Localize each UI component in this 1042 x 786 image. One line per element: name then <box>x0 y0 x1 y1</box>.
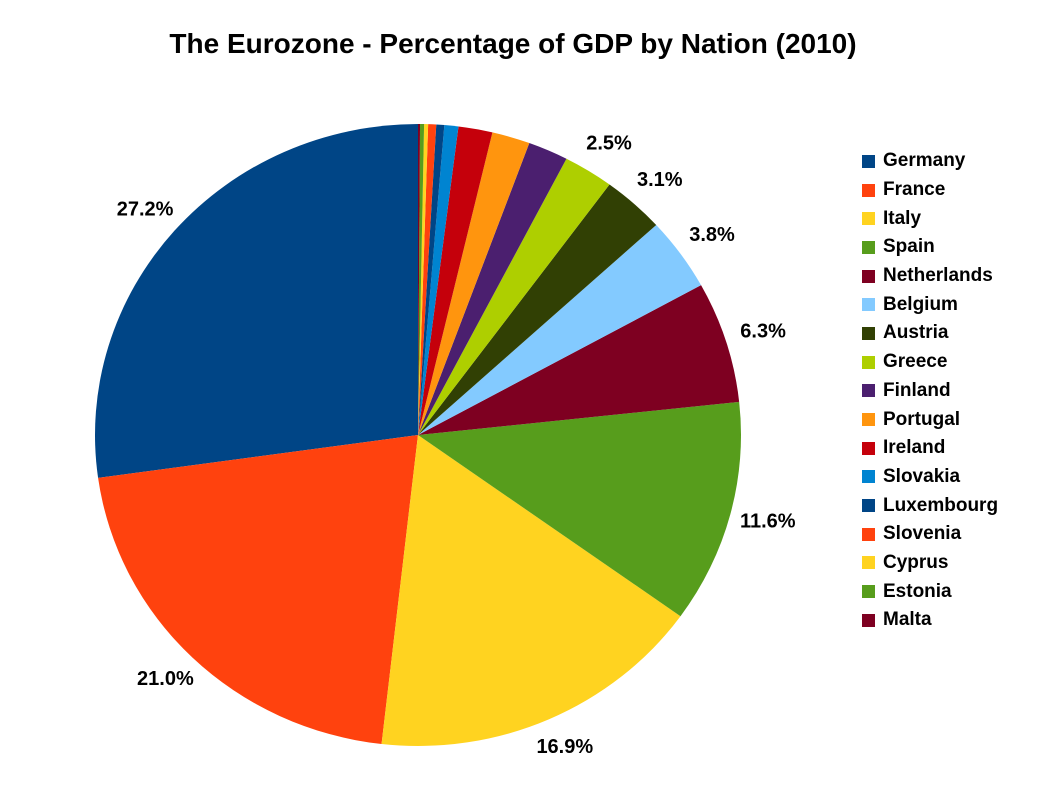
legend-swatch-slovenia <box>862 527 875 541</box>
legend-label-austria: Austria <box>883 322 949 344</box>
legend-label-spain: Spain <box>883 236 935 258</box>
legend-item-belgium: Belgium <box>862 290 998 319</box>
slice-label-belgium: 3.8% <box>689 224 735 246</box>
legend-swatch-cyprus <box>862 556 875 570</box>
legend-swatch-spain <box>862 240 875 254</box>
legend-item-portugal: Portugal <box>862 405 998 434</box>
slice-label-greece: 2.5% <box>586 133 632 155</box>
legend-item-slovakia: Slovakia <box>862 463 998 492</box>
legend-label-luxembourg: Luxembourg <box>883 494 999 516</box>
legend-swatch-netherlands <box>862 269 875 283</box>
legend-label-greece: Greece <box>883 351 948 373</box>
legend-swatch-belgium <box>862 298 875 312</box>
legend-swatch-luxembourg <box>862 499 875 513</box>
legend-item-estonia: Estonia <box>862 577 998 606</box>
legend-label-ireland: Ireland <box>883 437 946 459</box>
legend-label-belgium: Belgium <box>883 293 958 315</box>
legend-item-luxembourg: Luxembourg <box>862 491 998 520</box>
legend-item-cyprus: Cyprus <box>862 549 998 578</box>
pie-slice-portugal <box>418 132 530 435</box>
legend-swatch-estonia <box>862 585 875 599</box>
pie-slice-france <box>98 435 418 745</box>
pie-slice-italy <box>381 435 681 746</box>
legend-item-germany: Germany <box>862 147 998 176</box>
pie-slice-ireland <box>418 126 493 435</box>
legend-swatch-france <box>862 183 875 197</box>
legend-swatch-austria <box>862 326 875 340</box>
legend-item-greece: Greece <box>862 348 998 377</box>
legend-item-ireland: Ireland <box>862 434 998 463</box>
legend: Germany France Italy Spain Netherlands Belgiu… <box>862 147 998 635</box>
legend-item-malta: Malta <box>862 606 998 635</box>
pie-slice-austria <box>418 184 657 435</box>
legend-label-cyprus: Cyprus <box>883 551 949 573</box>
slice-label-italy: 16.9% <box>536 736 593 758</box>
legend-item-italy: Italy <box>862 204 998 233</box>
legend-swatch-malta <box>862 613 875 627</box>
legend-item-austria: Austria <box>862 319 998 348</box>
pie-slice-netherlands <box>418 285 740 435</box>
legend-item-finland: Finland <box>862 377 998 406</box>
slice-label-netherlands: 6.3% <box>740 321 786 343</box>
pie-slice-germany <box>94 124 418 478</box>
legend-item-netherlands: Netherlands <box>862 262 998 291</box>
pie-slice-luxembourg <box>418 124 445 435</box>
legend-label-italy: Italy <box>883 207 922 229</box>
pie-slice-spain <box>418 401 742 617</box>
legend-label-portugal: Portugal <box>883 408 961 430</box>
legend-swatch-portugal <box>862 413 875 427</box>
pie-slice-cyprus <box>418 124 429 435</box>
legend-item-slovenia: Slovenia <box>862 520 998 549</box>
legend-label-slovakia: Slovakia <box>883 465 961 487</box>
legend-swatch-greece <box>862 355 875 369</box>
slice-label-germany: 27.2% <box>117 199 174 221</box>
legend-label-finland: Finland <box>883 379 951 401</box>
slice-label-spain: 11.6% <box>740 510 796 532</box>
pie-slice-slovakia <box>418 125 459 435</box>
legend-label-netherlands: Netherlands <box>883 265 993 287</box>
pie-slice-greece <box>418 158 610 436</box>
legend-swatch-finland <box>862 384 875 398</box>
legend-item-spain: Spain <box>862 233 998 262</box>
pie-slice-finland <box>418 143 567 436</box>
legend-label-france: France <box>883 179 946 201</box>
chart-title: The Eurozone - Percentage of GDP by Nati… <box>169 28 857 59</box>
legend-label-estonia: Estonia <box>883 580 952 602</box>
slice-label-france: 21.0% <box>137 668 194 690</box>
legend-label-malta: Malta <box>883 609 932 631</box>
pie-slice-belgium <box>418 224 702 435</box>
legend-swatch-slovakia <box>862 470 875 484</box>
legend-label-germany: Germany <box>883 150 966 172</box>
legend-item-france: France <box>862 176 998 205</box>
slice-label-austria: 3.1% <box>637 169 683 191</box>
pie-slice-estonia <box>418 124 425 435</box>
legend-swatch-italy <box>862 212 875 226</box>
legend-swatch-germany <box>862 154 875 168</box>
pie-slice-slovenia <box>418 124 437 436</box>
legend-swatch-ireland <box>862 441 875 455</box>
legend-label-slovenia: Slovenia <box>883 523 962 545</box>
pie-slice-malta <box>418 124 421 435</box>
